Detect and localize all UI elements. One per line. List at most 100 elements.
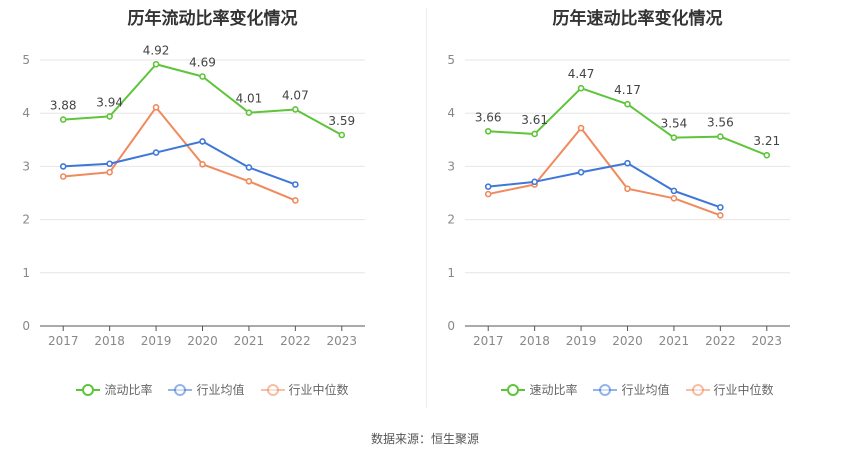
chart-legend: 流动比率 行业均值 行业中位数	[0, 381, 425, 398]
chart-title: 历年流动比率变化情况	[127, 9, 298, 29]
data-point	[531, 130, 538, 138]
y-tick-label: 2	[22, 213, 30, 227]
panel-divider	[426, 8, 427, 408]
data-point	[292, 181, 299, 188]
data-point	[245, 164, 253, 171]
x-tick-label: 2022	[705, 334, 736, 348]
data-point	[717, 204, 724, 211]
x-tick-label: 2021	[234, 334, 265, 348]
x-tick-label: 2019	[566, 334, 597, 348]
data-point	[106, 168, 113, 176]
data-point	[717, 133, 724, 140]
data-label: 3.54	[661, 117, 688, 131]
legend-marker-icon	[76, 383, 101, 397]
data-label: 3.94	[96, 95, 123, 109]
x-tick-label: 2018	[519, 334, 550, 348]
data-point	[59, 163, 67, 170]
y-tick-label: 0	[447, 319, 455, 333]
legend-item[interactable]: 速动比率	[501, 381, 577, 398]
data-label: 3.21	[753, 134, 780, 148]
x-tick-label: 2021	[659, 334, 690, 348]
data-label: 3.61	[521, 113, 548, 127]
data-label: 3.56	[707, 116, 734, 130]
data-point	[152, 104, 160, 111]
x-tick-label: 2020	[612, 334, 643, 348]
data-point	[484, 183, 492, 190]
data-point	[717, 212, 724, 219]
data-point	[199, 138, 206, 145]
data-point	[245, 177, 253, 185]
y-tick-label: 1	[447, 266, 455, 280]
data-point	[59, 116, 67, 123]
legend-marker-icon	[260, 383, 285, 397]
legend-item[interactable]: 行业均值	[168, 381, 245, 398]
data-point	[338, 131, 346, 139]
data-point	[106, 113, 113, 120]
x-tick-label: 2023	[752, 334, 783, 348]
data-point	[59, 173, 67, 180]
x-tick-label: 2023	[327, 334, 358, 348]
x-tick-label: 2017	[48, 334, 79, 348]
series-line	[63, 140, 296, 186]
data-point	[292, 106, 299, 113]
data-point	[670, 195, 678, 202]
data-point	[199, 73, 206, 80]
legend-item[interactable]: 流动比率	[76, 381, 152, 398]
y-tick-label: 4	[447, 106, 455, 120]
y-tick-label: 4	[22, 106, 30, 120]
chart-panel-current-ratio: 历年流动比率变化情况 0 1 2 3 4 5 2017 2018 2019 2020 2021 202…	[0, 0, 425, 420]
legend-label: 行业中位数	[713, 383, 774, 397]
legend-item[interactable]: 行业中位数	[260, 381, 349, 398]
chart-legend: 速动比率 行业均值 行业中位数	[425, 381, 850, 398]
data-point	[245, 109, 253, 116]
data-point	[484, 190, 492, 198]
series-line	[488, 127, 721, 217]
data-label: 4.92	[143, 43, 170, 57]
series-line	[63, 106, 296, 202]
x-tick-label: 2019	[141, 334, 172, 348]
legend-marker-icon	[501, 383, 526, 397]
data-label: 4.17	[614, 83, 641, 97]
legend-marker-icon	[685, 383, 710, 397]
y-tick-label: 3	[447, 159, 455, 173]
legend-label: 行业均值	[196, 383, 245, 397]
data-point	[577, 168, 585, 176]
y-tick-label: 0	[22, 319, 30, 333]
data-point	[106, 160, 113, 168]
data-label: 4.69	[189, 55, 216, 69]
legend-item[interactable]: 行业中位数	[685, 381, 774, 398]
y-tick-label: 5	[447, 53, 455, 67]
current-ratio-chart: 0 1 2 3 4 5 2017 2018 2019 2020 2021 2022 2023 3.88 3.…	[22, 43, 365, 348]
legend-label: 行业中位数	[288, 383, 349, 397]
series-line	[488, 162, 721, 209]
chart-title: 历年速动比率变化情况	[552, 9, 723, 29]
y-tick-label: 2	[447, 213, 455, 227]
data-point	[152, 60, 160, 68]
data-point	[152, 149, 160, 156]
legend-label: 流动比率	[104, 383, 153, 397]
data-point	[531, 178, 538, 186]
data-point	[292, 197, 299, 204]
data-source-note: 数据来源：恒生聚源	[370, 432, 479, 446]
data-label: 4.47	[568, 67, 595, 81]
data-label: 3.66	[475, 110, 502, 124]
x-tick-label: 2018	[94, 334, 125, 348]
legend-label: 速动比率	[529, 383, 578, 397]
data-label: 4.01	[236, 92, 263, 106]
data-point	[763, 151, 771, 159]
data-point	[670, 187, 678, 195]
legend-marker-icon	[168, 383, 193, 397]
chart-panel-quick-ratio: 历年速动比率变化情况 0 1 2 3 4 5 2017 2018 2019 2020 2021 202…	[425, 0, 850, 420]
legend-marker-icon	[593, 383, 618, 397]
legend-label: 行业均值	[621, 383, 670, 397]
x-tick-label: 2017	[473, 334, 504, 348]
data-label: 3.88	[50, 99, 77, 113]
data-point	[199, 160, 206, 168]
data-point	[577, 124, 585, 132]
legend-item[interactable]: 行业均值	[593, 381, 670, 398]
x-tick-label: 2020	[187, 334, 218, 348]
y-tick-label: 3	[22, 159, 30, 173]
data-point	[624, 159, 631, 167]
data-point	[624, 185, 631, 193]
quick-ratio-chart: 0 1 2 3 4 5 2017 2018 2019 2020 2021 2022 2023 3.66 3.…	[447, 53, 790, 348]
